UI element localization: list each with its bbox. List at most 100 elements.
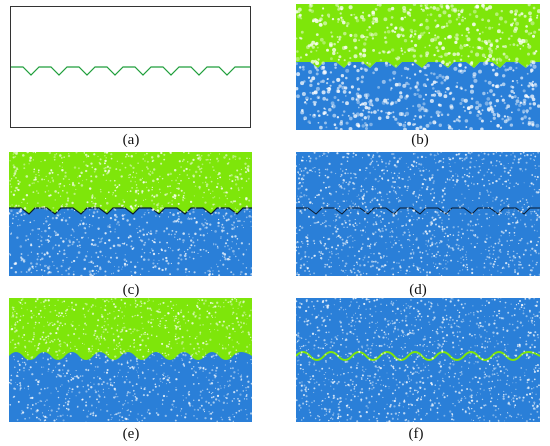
speckle	[344, 265, 347, 267]
speckle	[63, 253, 65, 256]
speckle	[58, 374, 61, 377]
speckle	[173, 310, 175, 312]
speckle	[15, 204, 18, 207]
speckle	[427, 239, 430, 242]
speckle	[242, 385, 244, 387]
speckle	[360, 229, 362, 232]
speckle	[428, 32, 431, 34]
speckle	[302, 206, 305, 208]
speckle	[368, 26, 371, 29]
speckle	[306, 239, 309, 243]
speckle	[363, 116, 367, 120]
speckle	[424, 178, 427, 181]
speckle	[32, 267, 34, 269]
speckle	[459, 269, 461, 272]
speckle	[143, 358, 146, 361]
speckle	[103, 371, 105, 373]
speckle	[226, 191, 229, 194]
speckle	[381, 229, 384, 233]
speckle	[117, 236, 120, 239]
speckle	[520, 84, 523, 86]
speckle	[383, 211, 386, 215]
speckle	[509, 239, 512, 242]
speckle	[380, 219, 382, 221]
speckle	[113, 348, 116, 350]
speckle	[429, 323, 431, 325]
speckle	[216, 157, 219, 160]
speckle	[324, 274, 327, 276]
speckle	[162, 317, 164, 319]
speckle	[52, 180, 54, 183]
speckle	[429, 244, 432, 247]
speckle	[332, 47, 337, 53]
speckle	[247, 177, 250, 180]
speckle	[224, 347, 227, 350]
speckle	[249, 344, 251, 346]
speckle	[94, 370, 96, 371]
speckle	[532, 6, 536, 10]
speckle	[40, 388, 43, 391]
speckle	[21, 409, 23, 412]
speckle	[113, 265, 116, 267]
speckle	[176, 219, 179, 222]
speckle	[159, 311, 162, 314]
speckle	[383, 331, 386, 334]
speckle	[513, 232, 516, 234]
speckle	[28, 159, 32, 162]
speckle	[134, 300, 137, 302]
speckle	[298, 404, 301, 407]
speckle	[233, 253, 235, 255]
speckle	[374, 373, 377, 376]
speckle	[94, 202, 97, 205]
speckle	[513, 264, 516, 266]
speckle	[458, 116, 461, 119]
speckle	[458, 311, 461, 314]
speckle	[519, 48, 522, 50]
speckle	[429, 249, 431, 251]
speckle	[413, 204, 415, 206]
speckle	[188, 233, 190, 235]
speckle	[394, 242, 397, 245]
speckle	[461, 384, 463, 387]
speckle	[117, 396, 119, 398]
speckle	[345, 398, 347, 400]
speckle	[512, 213, 515, 216]
speckle	[140, 311, 142, 314]
speckle	[182, 315, 185, 318]
speckle	[241, 314, 245, 317]
speckle	[448, 178, 451, 181]
speckle	[419, 344, 421, 346]
speckle	[128, 174, 130, 176]
speckle	[442, 161, 445, 163]
speckle	[205, 183, 209, 186]
speckle	[446, 212, 449, 215]
speckle	[69, 398, 71, 399]
speckle	[365, 208, 368, 211]
speckle	[44, 415, 47, 419]
speckle	[68, 241, 72, 244]
speckle	[194, 232, 197, 236]
speckle	[211, 229, 213, 232]
speckle	[390, 268, 392, 270]
speckle	[164, 324, 166, 327]
speckle	[306, 323, 309, 326]
speckle	[223, 256, 226, 259]
speckle	[390, 241, 392, 243]
speckle	[133, 366, 136, 368]
speckle	[15, 211, 19, 215]
speckle	[36, 190, 38, 192]
speckle	[99, 204, 102, 207]
speckle	[394, 239, 396, 241]
speckle	[417, 103, 421, 108]
speckle	[59, 385, 62, 387]
speckle	[10, 327, 14, 331]
speckle	[511, 80, 514, 83]
speckle	[235, 183, 238, 186]
speckle	[485, 337, 487, 339]
speckle	[144, 331, 146, 334]
speckle	[349, 352, 352, 355]
speckle	[297, 332, 300, 335]
speckle	[320, 310, 322, 313]
speckle	[143, 302, 146, 305]
speckle	[504, 68, 508, 72]
